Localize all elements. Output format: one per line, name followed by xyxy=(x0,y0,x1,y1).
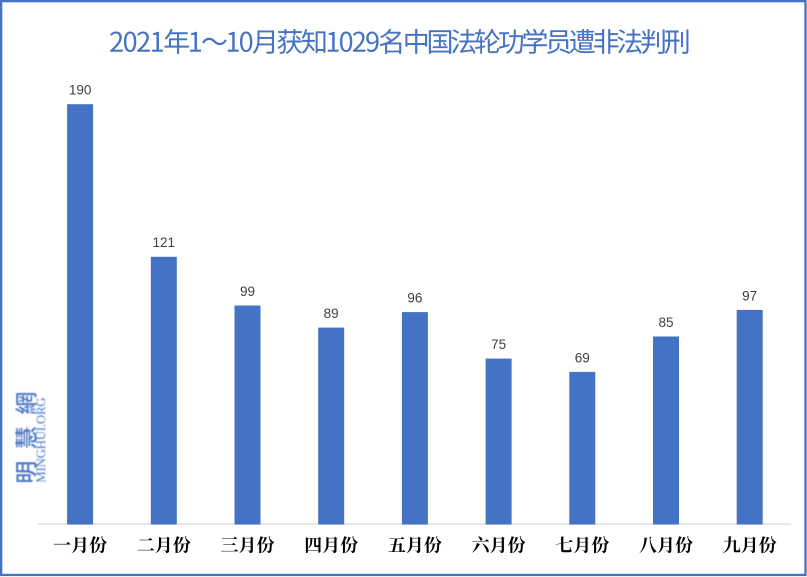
svg-text:121: 121 xyxy=(153,235,176,250)
svg-text:75: 75 xyxy=(491,337,506,352)
svg-text:96: 96 xyxy=(407,291,422,306)
svg-text:89: 89 xyxy=(324,306,339,321)
svg-text:69: 69 xyxy=(575,350,590,365)
svg-text:MINGHUI.ORG: MINGHUI.ORG xyxy=(34,398,48,483)
svg-text:85: 85 xyxy=(658,315,673,330)
svg-text:190: 190 xyxy=(69,83,92,98)
svg-text:97: 97 xyxy=(742,288,757,303)
svg-text:99: 99 xyxy=(240,284,255,299)
